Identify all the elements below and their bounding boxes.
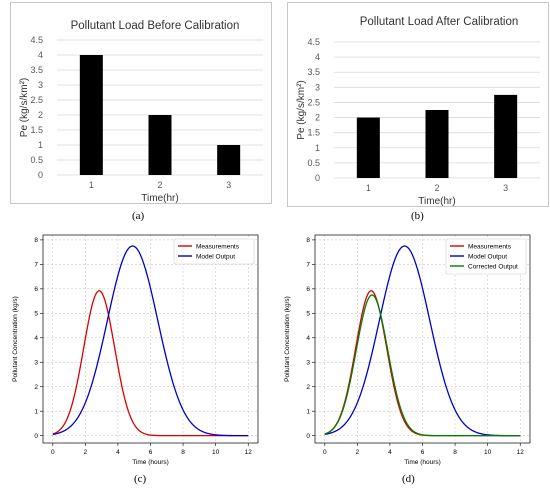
chart-a-ytick-label: 3 [38, 80, 43, 90]
chart-b-ytick-label: 3.5 [307, 67, 320, 77]
chart-b-bar [356, 117, 380, 178]
chart-d-legend [445, 238, 527, 275]
chart-c-xtick-label: 6 [149, 449, 153, 456]
chart-b-xtick-label: 2 [434, 183, 439, 193]
chart-a-ytick-label: 3.5 [30, 65, 43, 75]
chart-b-xtick-label: 3 [503, 183, 508, 193]
chart-b-caption: (b) [411, 210, 424, 222]
chart-d-xlabel: Time (hours) [404, 459, 441, 466]
chart-d-legend-label: Corrected Output [468, 263, 518, 270]
chart-c-ylabel: Pollutant Concentration (kg/s) [12, 296, 19, 382]
chart-d-ytick-label: 2 [306, 384, 310, 391]
chart-c-ytick-label: 3 [34, 360, 38, 367]
chart-a-ytick-label: 1 [38, 140, 43, 150]
chart-a-xlabel: Time(hr) [141, 193, 178, 204]
chart-a-ytick-label: 2 [38, 110, 43, 120]
chart-c-ytick-label: 2 [34, 384, 38, 391]
chart-c-axes-frame [42, 234, 259, 444]
chart-c-caption: (c) [134, 473, 147, 485]
chart-a-ytick-label: 4 [38, 50, 43, 60]
chart-b-ytick-label: 1 [315, 143, 320, 153]
chart-c-legend-label: Model Output [196, 253, 235, 260]
chart-c-xlabel: Time (hours) [132, 459, 169, 466]
chart-a-xtick-label: 2 [157, 180, 162, 190]
chart-c-legend-label: Measurements [196, 243, 240, 250]
chart-c-series-line [52, 245, 249, 437]
chart-d-ytick-label: 7 [306, 262, 310, 269]
chart-b-bar [425, 110, 449, 178]
chart-d-xtick-label: 6 [421, 449, 425, 456]
chart-d-xtick-label: 8 [453, 449, 457, 456]
chart-c-ytick-label: 0 [34, 433, 38, 440]
chart-a-bar [148, 115, 172, 175]
chart-b-ytick-label: 4 [315, 52, 320, 62]
chart-b-ytick-label: 2.5 [307, 97, 320, 107]
chart-c-ytick-label: 8 [34, 237, 38, 244]
chart-d-series-line [324, 245, 521, 437]
chart-a: Pollutant Load Before Calibration 0 0.5 1 1.… [10, 2, 272, 204]
chart-d-xtick-label: 12 [517, 449, 525, 456]
chart-c-ytick-label: 1 [34, 408, 38, 415]
chart-c-ytick-label: 5 [34, 311, 38, 318]
chart-c-xtick-label: 0 [51, 449, 55, 456]
chart-b-panel: Pollutant Load After Calibration 0 0.5 1 1.5… [287, 2, 549, 207]
chart-d-xtick-label: 0 [323, 449, 327, 456]
chart-a-title: Pollutant Load Before Calibration [71, 20, 240, 32]
chart-d-legend-label: Model Output [468, 253, 507, 260]
chart-b-title: Pollutant Load After Calibration [360, 16, 519, 28]
chart-b-xtick-label: 1 [366, 183, 371, 193]
chart-b: Pollutant Load After Calibration 0 0.5 1 1.5… [287, 2, 549, 207]
chart-a-bar [217, 145, 241, 175]
chart-a-xtick-label: 1 [89, 180, 94, 190]
chart-b-xlabel: Time(hr) [418, 196, 455, 207]
chart-d-ytick-label: 8 [306, 237, 310, 244]
chart-b-ytick-label: 0.5 [307, 158, 320, 168]
chart-c-xtick-label: 8 [181, 449, 185, 456]
chart-d-xtick-label: 10 [484, 449, 492, 456]
chart-d-ytick-label: 6 [306, 286, 310, 293]
chart-c-series-line [52, 290, 249, 437]
chart-d-ytick-label: 0 [306, 433, 310, 440]
chart-b-ytick-label: 1.5 [307, 128, 320, 138]
chart-a-bar [79, 55, 103, 175]
chart-a-ytick-label: 1.5 [30, 125, 43, 135]
chart-c-ytick-label: 4 [34, 335, 38, 342]
chart-a-ytick-label: 2.5 [30, 95, 43, 105]
chart-d-ytick-label: 3 [306, 360, 310, 367]
chart-a-ytick-label: 4.5 [30, 35, 43, 45]
chart-a-xtick-label: 3 [226, 180, 231, 190]
chart-c-xtick-label: 4 [116, 449, 120, 456]
chart-b-ytick-label: 2 [315, 113, 320, 123]
chart-a-ytick-label: 0.5 [30, 155, 43, 165]
chart-a-ytick-label: 0 [38, 170, 43, 180]
chart-c-ytick-label: 7 [34, 262, 38, 269]
chart-c-xtick-label: 12 [245, 449, 253, 456]
chart-d-series-line [324, 294, 521, 437]
chart-b-ylabel: Pe (kg/s/km²) [296, 80, 307, 139]
chart-d-panel: 0 2 4 6 8 10 12 0 1 2 3 4 5 6 7 8 Measurements Model Outp… [280, 230, 542, 470]
chart-c-xtick-label: 10 [212, 449, 220, 456]
chart-b-ytick-label: 3 [315, 82, 320, 92]
chart-d-ylabel: Pollutant Concentration (kg/s) [284, 296, 291, 382]
chart-d-xtick-label: 2 [356, 449, 360, 456]
chart-d-ytick-label: 5 [306, 311, 310, 318]
chart-c-legend [173, 238, 255, 265]
chart-d-xtick-label: 4 [388, 449, 392, 456]
chart-d-caption: (d) [402, 473, 415, 485]
chart-b-ytick-label: 4.5 [307, 37, 320, 47]
chart-d-axes-frame [314, 234, 531, 444]
chart-a-caption: (a) [132, 210, 145, 222]
chart-d-ytick-label: 1 [306, 408, 310, 415]
chart-b-ytick-label: 0 [315, 173, 320, 183]
chart-c-ytick-label: 6 [34, 286, 38, 293]
chart-a-ylabel: Pe (kg/s/km²) [19, 78, 30, 137]
chart-c-panel: 0 2 4 6 8 10 12 0 1 2 3 4 5 6 7 8 Measurements Model Outp… [8, 230, 270, 470]
chart-a-panel: Pollutant Load Before Calibration 0 0.5 1 1.… [10, 2, 272, 204]
chart-d-legend-label: Measurements [468, 243, 512, 250]
chart-d-ytick-label: 4 [306, 335, 310, 342]
chart-b-bar [494, 94, 518, 178]
chart-c-xtick-label: 2 [84, 449, 88, 456]
